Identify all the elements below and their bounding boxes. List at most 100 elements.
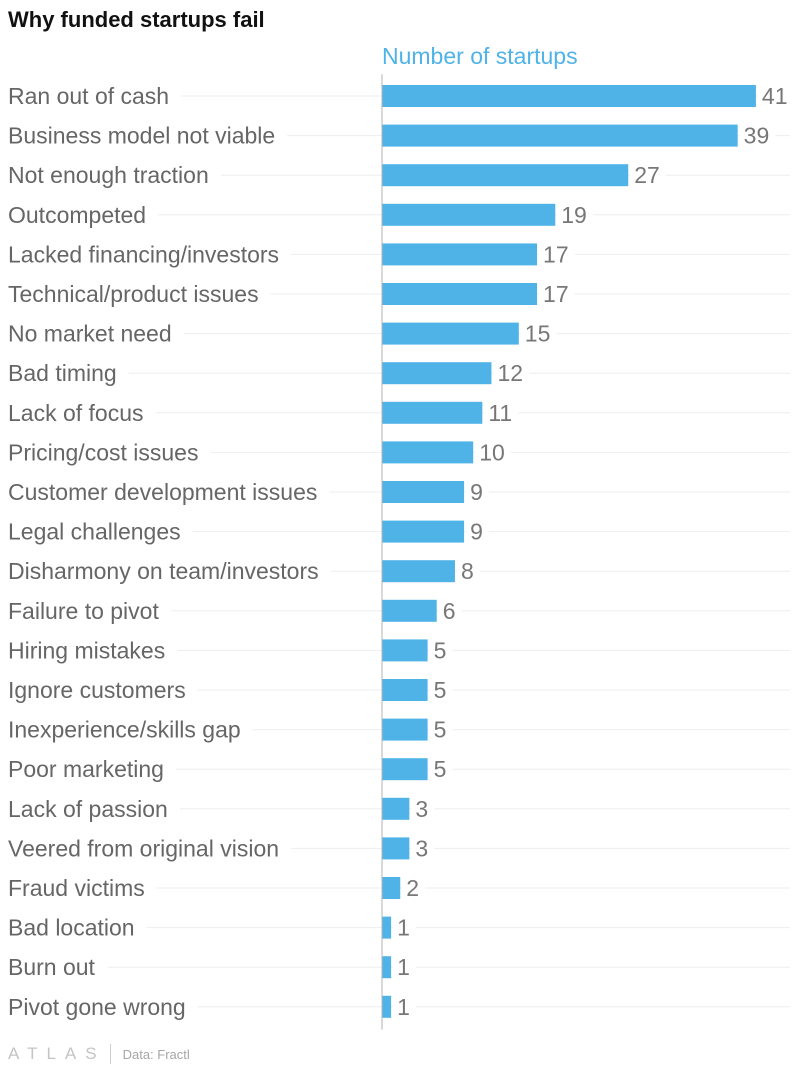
bar [382, 322, 519, 345]
category-label: Disharmony on team/investors [8, 558, 319, 584]
value-label: 2 [406, 875, 419, 901]
bar [382, 124, 738, 147]
category-label: Failure to pivot [8, 598, 159, 624]
value-label-background [539, 241, 575, 268]
bar [382, 164, 629, 187]
value-label-background [438, 597, 462, 624]
bar [382, 837, 410, 860]
category-label: Ignore customers [8, 677, 186, 703]
label-background [6, 835, 292, 862]
value-label: 5 [434, 677, 447, 703]
bars [382, 85, 756, 1018]
label-background [6, 954, 108, 981]
value-label-background [739, 122, 776, 149]
value-label: 8 [461, 558, 474, 584]
value-label-background [456, 558, 480, 585]
category-label: Poor marketing [8, 756, 164, 782]
label-background [6, 281, 271, 307]
value-label: 9 [470, 479, 483, 505]
bar [382, 441, 474, 464]
value-label-background [630, 162, 666, 189]
bar [382, 362, 492, 385]
label-background [6, 122, 288, 149]
value-label-background [493, 360, 530, 387]
bar-chart: Number of startups Ran out of cash Busine… [6, 43, 794, 1030]
bar [382, 85, 756, 107]
label-background [6, 162, 221, 189]
category-label: No market need [8, 321, 172, 347]
bar [382, 560, 455, 583]
value-label-background [411, 835, 435, 862]
bar [382, 916, 392, 939]
label-background [6, 479, 330, 505]
category-label: Bad timing [8, 360, 117, 386]
bar [382, 481, 465, 503]
value-label: 11 [488, 400, 512, 426]
value-label-background [466, 479, 489, 505]
label-background [6, 716, 253, 743]
category-label: Lacked financing/investors [8, 241, 279, 267]
value-label: 39 [744, 123, 770, 149]
label-background [6, 320, 184, 347]
label-background [6, 439, 211, 466]
value-label: 1 [397, 954, 410, 980]
category-label: Burn out [8, 954, 96, 980]
value-label: 10 [479, 439, 505, 465]
label-background [6, 201, 159, 228]
value-label-background [557, 201, 593, 228]
label-background [6, 993, 198, 1020]
bar [382, 877, 401, 899]
bar [382, 679, 428, 701]
value-label: 15 [525, 321, 551, 347]
bar [382, 758, 428, 781]
value-label-background [520, 320, 557, 347]
category-label: Ran out of cash [8, 83, 169, 109]
chart-title: Why funded startups fail [8, 7, 265, 32]
source-note: Data: Fractl [122, 1046, 190, 1062]
label-background [6, 360, 129, 387]
value-label: 6 [443, 598, 456, 624]
value-label-background [429, 637, 453, 664]
category-label: Pivot gone wrong [8, 994, 186, 1020]
bar [382, 718, 428, 741]
label-background [6, 875, 157, 901]
label-background [6, 83, 182, 109]
value-label: 5 [434, 637, 447, 663]
value-label-background [393, 914, 416, 941]
category-label: Lack of passion [8, 796, 168, 822]
label-background [6, 677, 198, 703]
category-label: Hiring mistakes [8, 637, 165, 663]
label-background [6, 241, 292, 268]
gridlines [8, 95, 790, 1008]
value-label: 1 [397, 915, 410, 941]
value-label: 5 [434, 756, 447, 782]
value-label-background [393, 954, 416, 981]
value-label-background [429, 677, 453, 703]
bar [382, 956, 392, 979]
value-label-background [484, 399, 519, 426]
category-label: Outcompeted [8, 202, 146, 228]
value-label-background [393, 993, 416, 1020]
label-background [6, 914, 147, 941]
label-background [6, 399, 156, 426]
bar [382, 203, 556, 226]
category-label: Inexperience/skills gap [8, 717, 241, 743]
value-label-background [475, 439, 511, 466]
category-label: Technical/product issues [8, 281, 259, 307]
category-label: Fraud victims [8, 875, 145, 901]
category-label: Customer development issues [8, 479, 317, 505]
value-label-background [429, 756, 453, 783]
footer: ATLAS Data: Fractl [8, 1040, 190, 1068]
value-label: 17 [543, 281, 569, 307]
label-background [6, 597, 172, 624]
bar [382, 797, 410, 820]
footer-divider [109, 1044, 111, 1064]
value-label: 1 [397, 994, 410, 1020]
bar [382, 243, 538, 266]
category-label: Lack of focus [8, 400, 144, 426]
label-background [6, 558, 331, 585]
value-label: 17 [543, 241, 569, 267]
category-label: Veered from original vision [8, 835, 279, 861]
value-label: 5 [434, 717, 447, 743]
